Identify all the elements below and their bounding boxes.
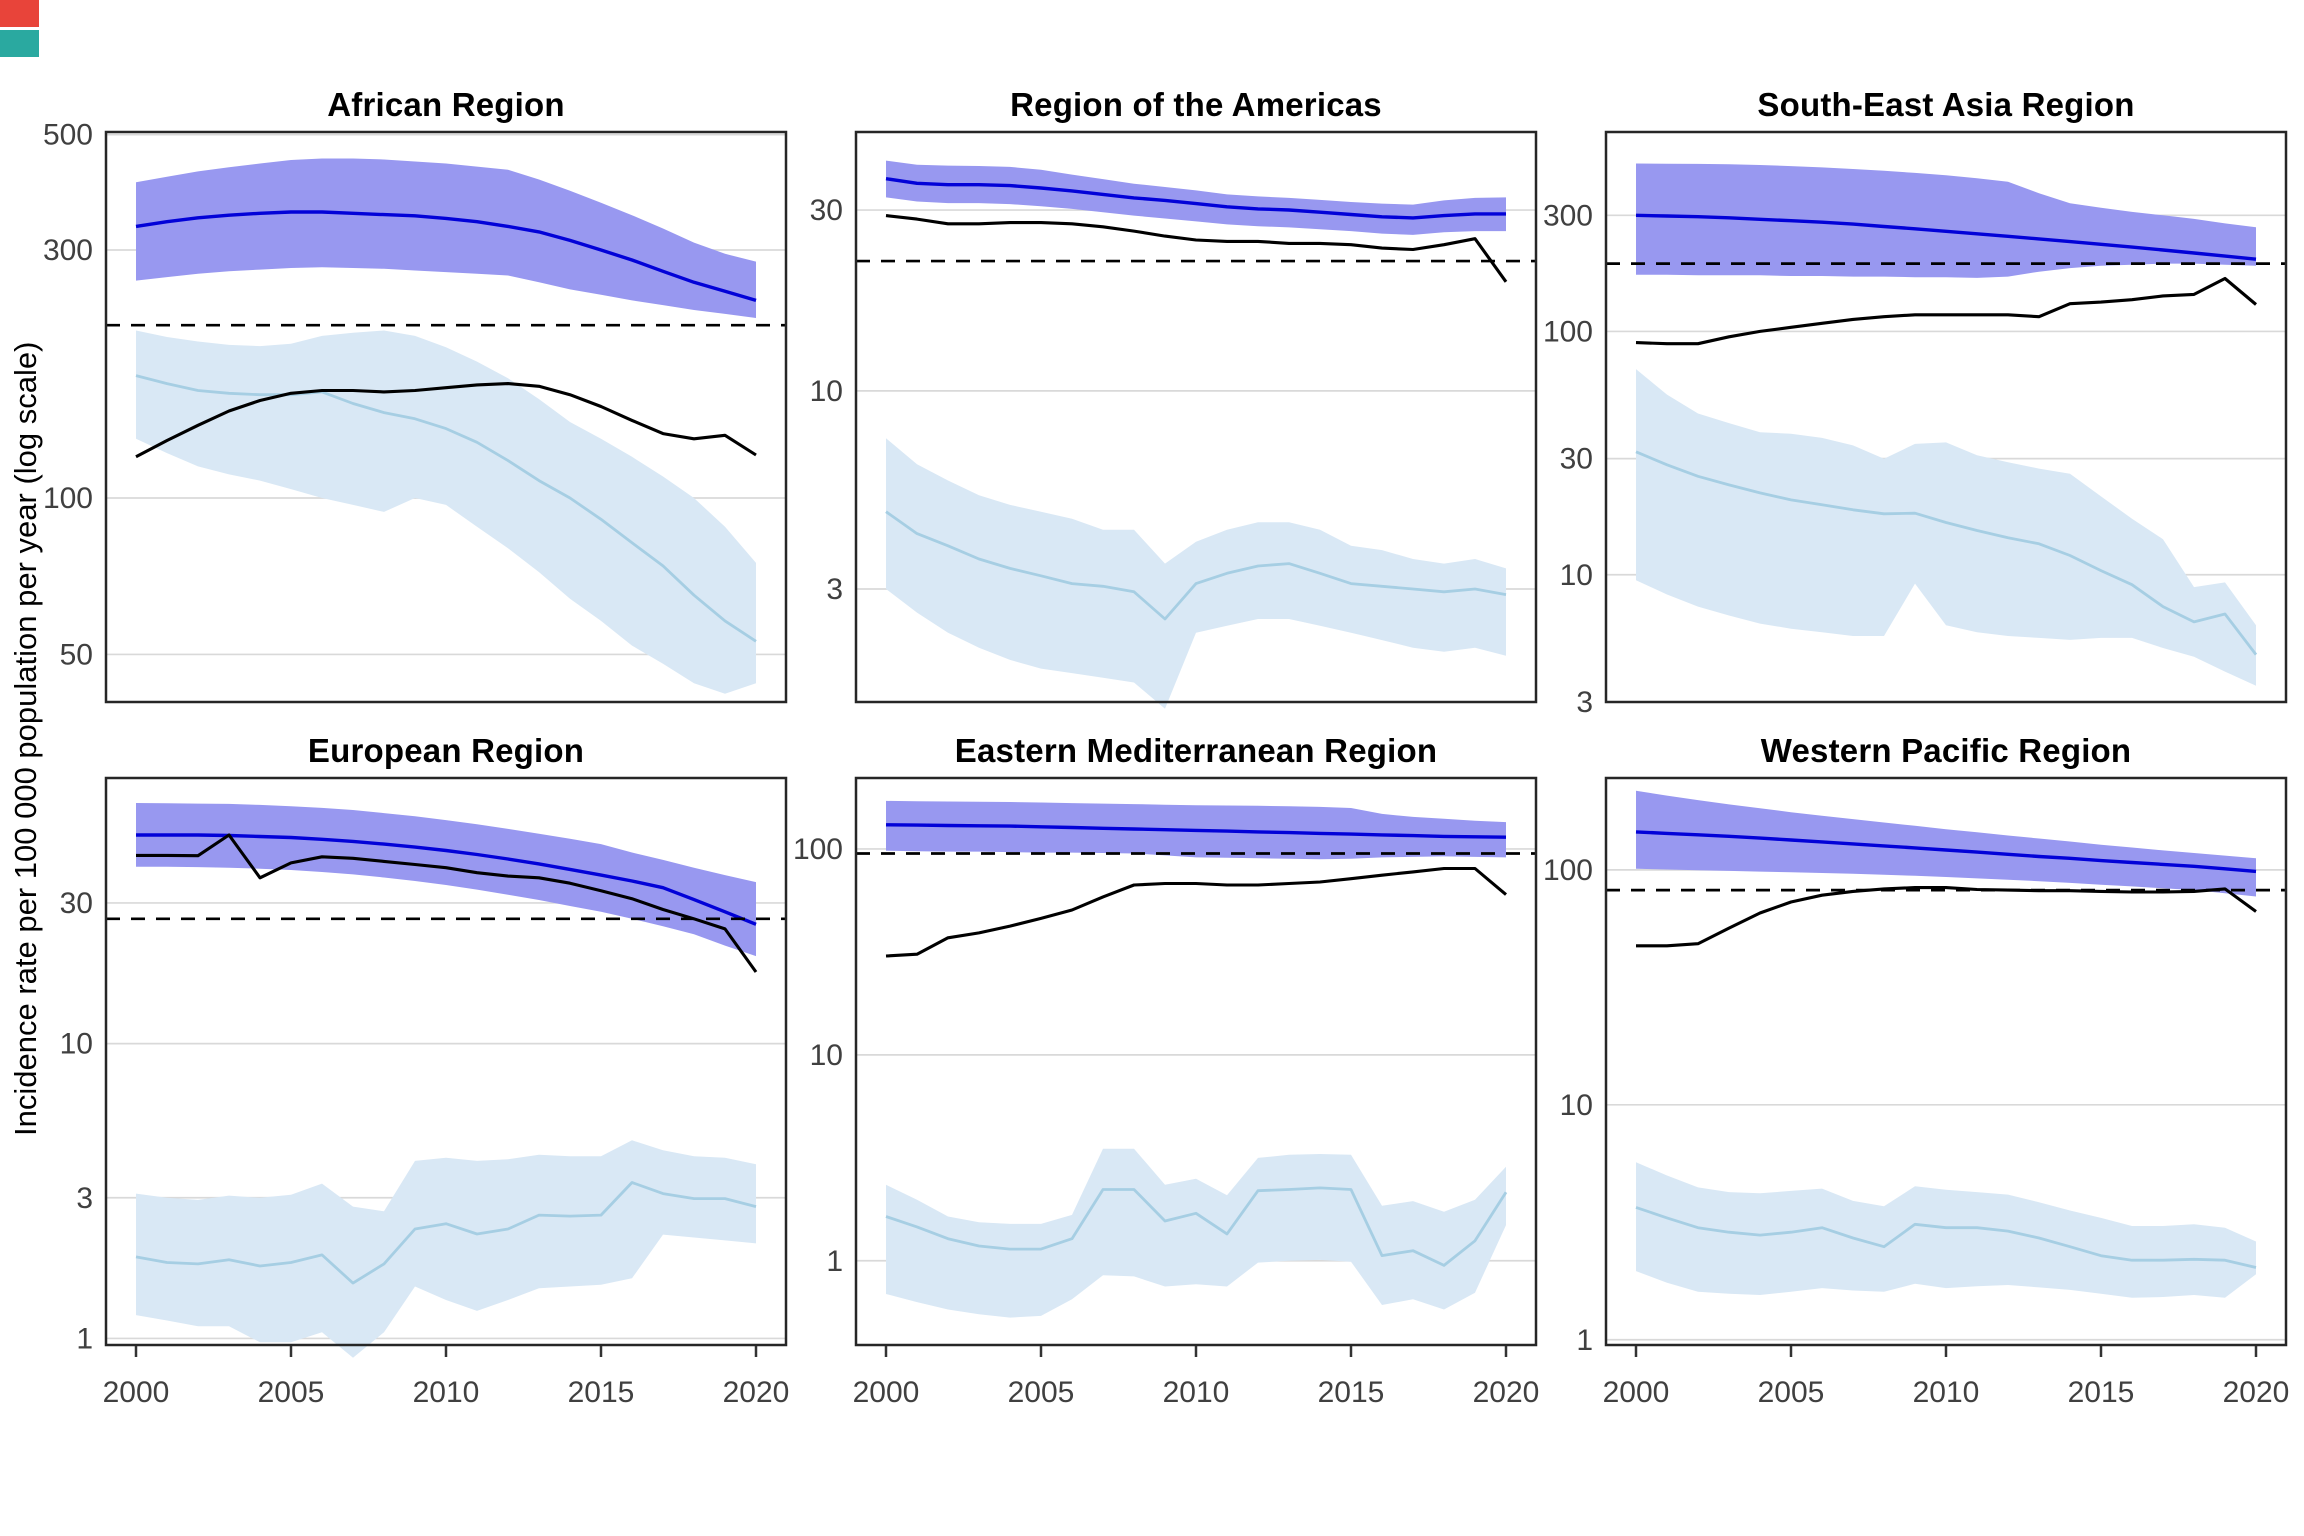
blue-confidence-ribbon <box>1636 790 2256 897</box>
x-tick-label: 2020 <box>1473 1376 1540 1409</box>
panel-title-western-pacific: Western Pacific Region <box>1760 732 2132 769</box>
lightblue-confidence-ribbon <box>886 438 1506 709</box>
lightblue-confidence-ribbon <box>1636 1162 2256 1298</box>
x-tick-label: 2000 <box>1603 1376 1670 1409</box>
blue-confidence-ribbon <box>136 158 756 318</box>
black-series-line <box>885 214 1508 283</box>
panel-border <box>104 776 788 1347</box>
blue-confidence-ribbon <box>886 160 1506 235</box>
y-tick-label: 500 <box>43 119 93 152</box>
panel-title-americas: Region of the Americas <box>1010 86 1382 123</box>
y-tick-label: 300 <box>43 234 93 267</box>
black-series-line <box>1636 886 2257 948</box>
blue-series-line <box>135 210 757 303</box>
panel-border <box>854 130 1538 704</box>
panel-border <box>104 130 788 704</box>
blue-series-line <box>885 823 1507 839</box>
y-tick-label: 1 <box>1576 1324 1593 1357</box>
x-tick-label: 2015 <box>568 1376 635 1409</box>
y-tick-label: 300 <box>1543 199 1593 232</box>
y-tick-label: 10 <box>1560 559 1593 592</box>
y-tick-label: 1 <box>76 1322 93 1355</box>
y-tick-label: 1 <box>826 1245 843 1278</box>
blue-series-line <box>1635 213 2257 261</box>
x-tick-label: 2015 <box>2068 1376 2135 1409</box>
y-tick-label: 100 <box>1543 854 1593 887</box>
black-series-line <box>136 833 758 973</box>
x-tick-label: 2000 <box>853 1376 920 1409</box>
x-tick-label: 2005 <box>1008 1376 1075 1409</box>
lightblue-series-line <box>135 374 757 643</box>
lightblue-confidence-ribbon <box>886 1148 1506 1318</box>
panel-border <box>1604 776 2288 1347</box>
y-tick-label: 3 <box>826 573 843 606</box>
x-tick-label: 2005 <box>258 1376 325 1409</box>
black-series-line <box>1635 276 2257 346</box>
panel-title-african: African Region <box>327 86 565 123</box>
y-axis-title: Incidence rate per 100 000 population pe… <box>8 341 43 1136</box>
x-tick-label: 2005 <box>1758 1376 1825 1409</box>
panel-title-eastern-mediterranean: Eastern Mediterranean Region <box>954 732 1438 769</box>
x-tick-label: 2000 <box>103 1376 170 1409</box>
x-tick-label: 2010 <box>1913 1376 1980 1409</box>
blue-series-line <box>136 833 757 926</box>
y-tick-label: 3 <box>76 1182 93 1215</box>
corner-red-mark <box>0 0 39 27</box>
panel-border <box>854 776 1538 1347</box>
lightblue-series-line <box>885 510 1507 621</box>
y-tick-label: 100 <box>1543 315 1593 348</box>
corner-teal-mark <box>0 30 39 57</box>
y-tick-label: 30 <box>1560 443 1593 476</box>
lightblue-confidence-ribbon <box>1636 369 2256 686</box>
panel-title-south-east-asia: South-East Asia Region <box>1757 86 2135 123</box>
panel-border <box>1604 130 2288 704</box>
x-tick-label: 2010 <box>413 1376 480 1409</box>
y-tick-label: 30 <box>810 194 843 227</box>
blue-series-line <box>885 177 1506 220</box>
y-tick-label: 10 <box>810 1039 843 1072</box>
x-tick-label: 2010 <box>1163 1376 1230 1409</box>
blue-confidence-ribbon <box>136 803 756 957</box>
lightblue-confidence-ribbon <box>136 1140 756 1358</box>
panel-title-european: European Region <box>307 732 585 769</box>
x-tick-label: 2020 <box>723 1376 790 1409</box>
black-series-line <box>135 382 757 459</box>
black-series-line <box>885 866 1507 958</box>
y-tick-label: 3 <box>1576 686 1593 719</box>
lightblue-confidence-ribbon <box>136 330 756 694</box>
y-tick-label: 10 <box>810 375 843 408</box>
y-tick-label: 50 <box>60 638 93 671</box>
blue-series-line <box>1635 830 2257 874</box>
lightblue-series-line <box>885 1186 1508 1267</box>
x-tick-label: 2015 <box>1318 1376 1385 1409</box>
y-tick-label: 10 <box>1560 1089 1593 1122</box>
y-tick-label: 10 <box>60 1028 93 1061</box>
y-tick-label: 100 <box>43 482 93 515</box>
lightblue-series-line <box>1635 450 2258 656</box>
lightblue-series-line <box>1635 1206 2257 1269</box>
x-tick-label: 2020 <box>2223 1376 2290 1409</box>
lightblue-series-line <box>135 1181 757 1285</box>
blue-confidence-ribbon <box>1636 163 2256 278</box>
y-tick-label: 100 <box>793 833 843 866</box>
y-tick-label: 30 <box>60 887 93 920</box>
